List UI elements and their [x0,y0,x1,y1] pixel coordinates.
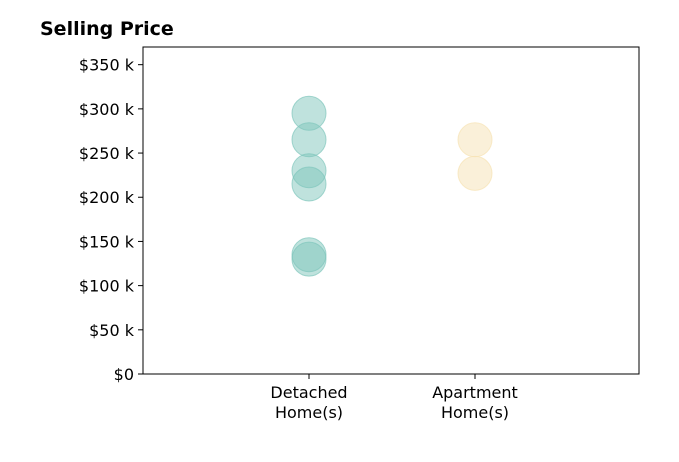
data-points [291,95,493,277]
x-tick-label: Home(s) [275,403,343,422]
x-tick-label: Home(s) [441,403,509,422]
data-point [457,122,493,158]
y-tick-label: $50 k [89,321,135,340]
y-tick-label: $150 k [79,232,135,251]
chart-title: Selling Price [40,18,174,40]
data-point [291,122,327,158]
y-tick-label: $350 k [79,56,135,75]
data-point [457,155,493,191]
y-axis: $0 $50 k $100 k $150 k $200 k $250 k $300 k $35… [79,56,143,384]
x-tick-label: Apartment [432,383,518,402]
y-tick-label: $250 k [79,144,135,163]
y-tick-label: $200 k [79,188,135,207]
y-tick-label: $0 [114,365,134,384]
y-tick-label: $100 k [79,277,135,296]
data-point [291,241,327,277]
y-tick-label: $300 k [79,100,135,119]
data-point [291,166,327,202]
plot-area [142,46,640,375]
x-tick-label: Detached [270,383,347,402]
